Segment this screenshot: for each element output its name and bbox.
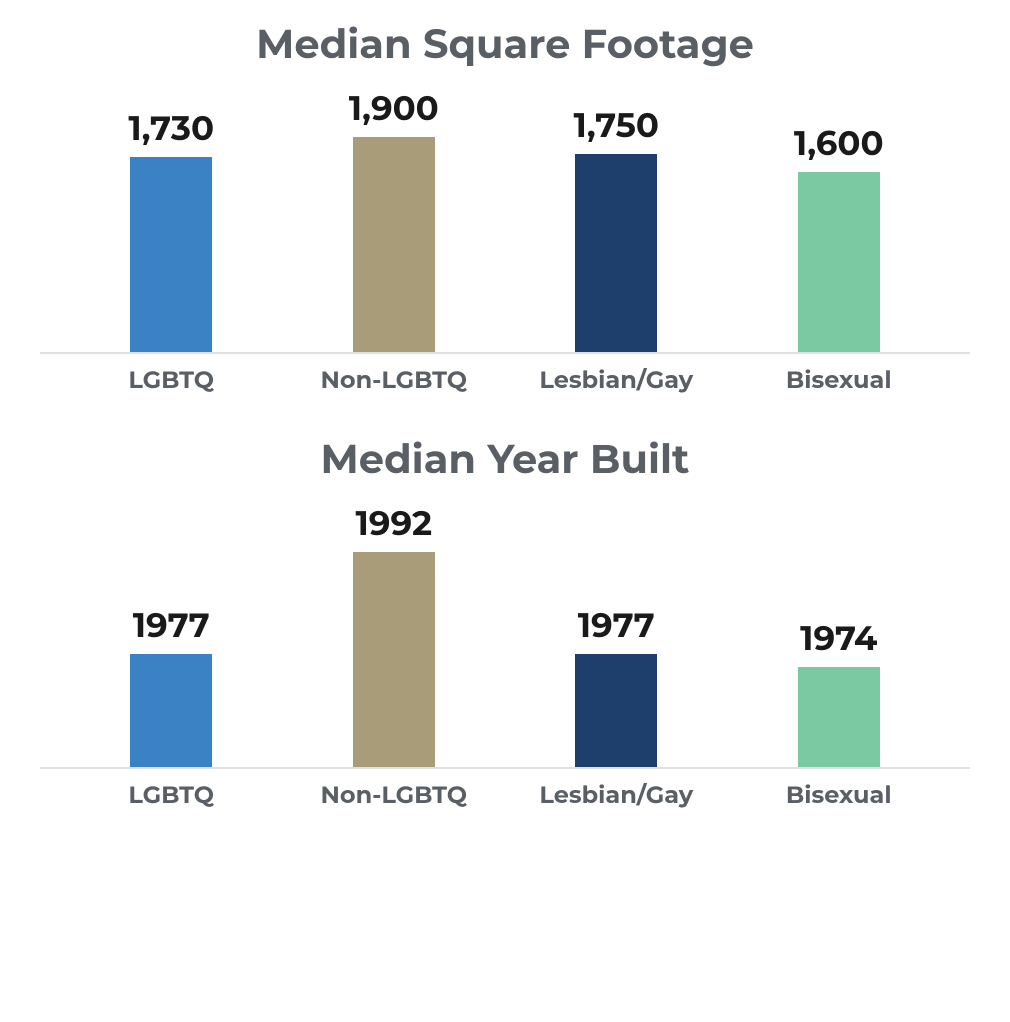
bar-category-label: LGBTQ [73,781,269,810]
bar-group: 1,750 [518,104,714,352]
bar [353,137,435,352]
bars-container: 1977 1992 1977 1974 [40,504,970,769]
bar [353,552,435,767]
bar-value-label: 1977 [133,604,210,646]
bar-group: 1974 [741,617,937,767]
bar [130,654,212,767]
bar-category-label: Lesbian/Gay [518,366,714,395]
chart-title: Median Square Footage [40,20,970,69]
bar-value-label: 1,750 [573,104,659,146]
labels-container: LGBTQ Non-LGBTQ Lesbian/Gay Bisexual [40,354,970,395]
bar-category-label: Bisexual [741,366,937,395]
bar-group: 1,600 [741,122,937,352]
bars-container: 1,730 1,900 1,750 1,600 [40,89,970,354]
chart-median-square-footage: Median Square Footage 1,730 1,900 1,750 … [40,20,970,395]
bar-category-label: Lesbian/Gay [518,781,714,810]
bar-value-label: 1992 [355,502,432,544]
bar [130,157,212,352]
bar-category-label: Bisexual [741,781,937,810]
bar-category-label: LGBTQ [73,366,269,395]
bar [575,154,657,352]
bar-group: 1977 [518,604,714,767]
chart-median-year-built: Median Year Built 1977 1992 1977 1974 LG… [40,435,970,810]
bar-value-label: 1,900 [349,87,439,129]
bar [798,667,880,767]
bar-category-label: Non-LGBTQ [296,781,492,810]
bar-value-label: 1,600 [794,122,884,164]
bar-value-label: 1,730 [128,107,214,149]
bar-group: 1992 [296,502,492,767]
bar [575,654,657,767]
bar [798,172,880,352]
labels-container: LGBTQ Non-LGBTQ Lesbian/Gay Bisexual [40,769,970,810]
chart-title: Median Year Built [40,435,970,484]
bar-value-label: 1974 [800,617,877,659]
bar-group: 1977 [73,604,269,767]
bar-category-label: Non-LGBTQ [296,366,492,395]
bar-group: 1,900 [296,87,492,352]
bar-group: 1,730 [73,107,269,352]
bar-value-label: 1977 [578,604,655,646]
